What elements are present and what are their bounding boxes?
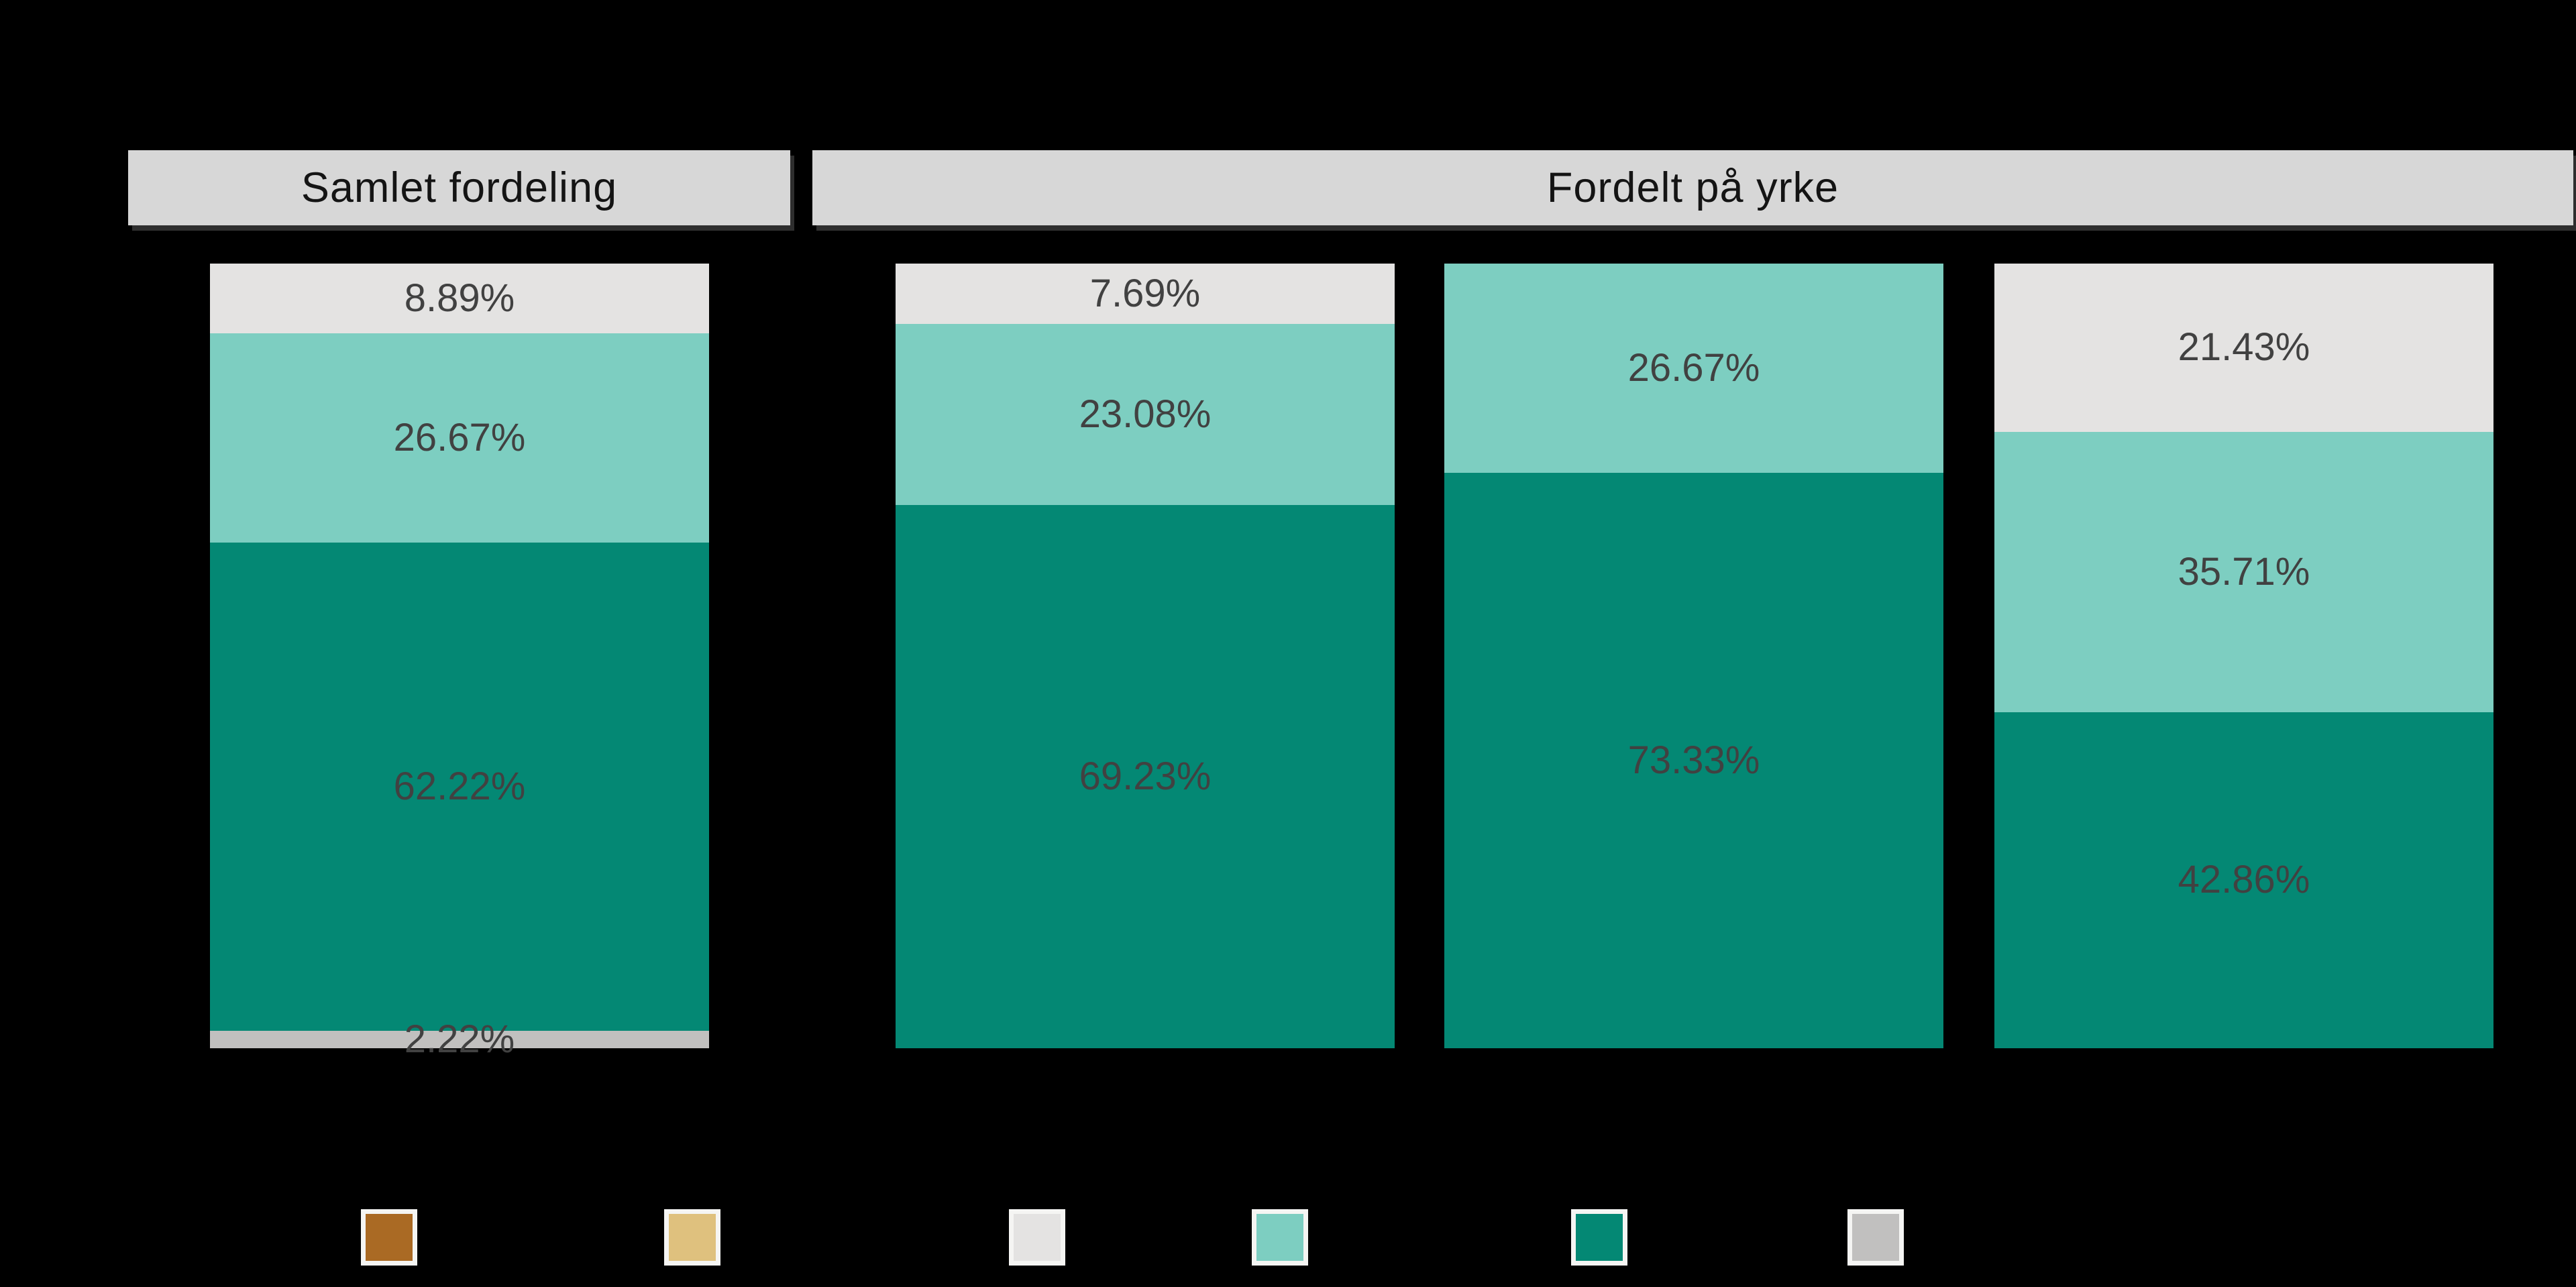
bar-segment-light-teal: 35.71%: [1994, 431, 2493, 712]
bar-column: 21.43% 35.71% 42.86%: [1994, 264, 2493, 1048]
segment-value-label: 69.23%: [1079, 754, 1212, 798]
segment-value-label: 26.67%: [1627, 346, 1760, 390]
bar-column: 7.69% 23.08% 69.23%: [896, 264, 1395, 1048]
legend-swatch-tan: [664, 1209, 720, 1266]
bar-segment-medium-gray: 2.22%: [210, 1019, 709, 1058]
bar-segment-dark-teal: 73.33%: [1444, 473, 1943, 1048]
bar-segment-light-teal: 26.67%: [1444, 264, 1943, 473]
segment-value-label: 26.67%: [393, 416, 526, 460]
bar-segment-light-gray: 21.43%: [1994, 264, 2493, 432]
segment-value-label: 35.71%: [2178, 549, 2310, 594]
legend-swatch-fill: [1256, 1214, 1303, 1261]
segment-value-label: 21.43%: [2178, 325, 2310, 370]
bar-column: 8.89% 26.67% 62.22% 2.22%: [210, 264, 709, 1058]
segment-value-label: 23.08%: [1079, 392, 1212, 436]
legend-swatch-light-teal: [1252, 1209, 1308, 1266]
legend-swatch-fill: [1014, 1214, 1061, 1261]
legend-swatch-light-gray: [1009, 1209, 1065, 1266]
segment-value-label: 73.33%: [1627, 738, 1760, 782]
bar-segment-light-teal: 26.67%: [210, 333, 709, 543]
bar-column: 26.67% 73.33%: [1444, 264, 1943, 1048]
bar-segment-dark-teal: 42.86%: [1994, 712, 2493, 1048]
segment-value-label: 2.22%: [404, 1017, 515, 1061]
segment-value-label: 62.22%: [393, 765, 526, 809]
legend-swatch-fill: [669, 1214, 716, 1261]
legend-swatch-fill: [366, 1214, 413, 1261]
bar-segment-dark-teal: 62.22%: [210, 543, 709, 1031]
legend-swatch-medium-gray: [1847, 1209, 1904, 1266]
legend-swatch-fill: [1852, 1214, 1899, 1261]
bar-segment-dark-teal: 69.23%: [896, 505, 1395, 1048]
legend-swatch-fill: [1576, 1214, 1623, 1261]
facet-header-fordelt-pa-yrke: Fordelt på yrke: [812, 150, 2573, 225]
segment-value-label: 7.69%: [1089, 271, 1201, 315]
segment-value-label: 8.89%: [404, 276, 515, 320]
bar-segment-light-gray: 7.69%: [896, 264, 1395, 324]
bar-segment-light-gray: 8.89%: [210, 264, 709, 333]
bar-segment-light-teal: 23.08%: [896, 323, 1395, 505]
legend-swatch-brown: [361, 1209, 417, 1266]
facet-header-samlet-fordeling: Samlet fordeling: [128, 150, 790, 225]
segment-value-label: 42.86%: [2178, 858, 2310, 902]
legend-swatch-dark-teal: [1571, 1209, 1627, 1266]
